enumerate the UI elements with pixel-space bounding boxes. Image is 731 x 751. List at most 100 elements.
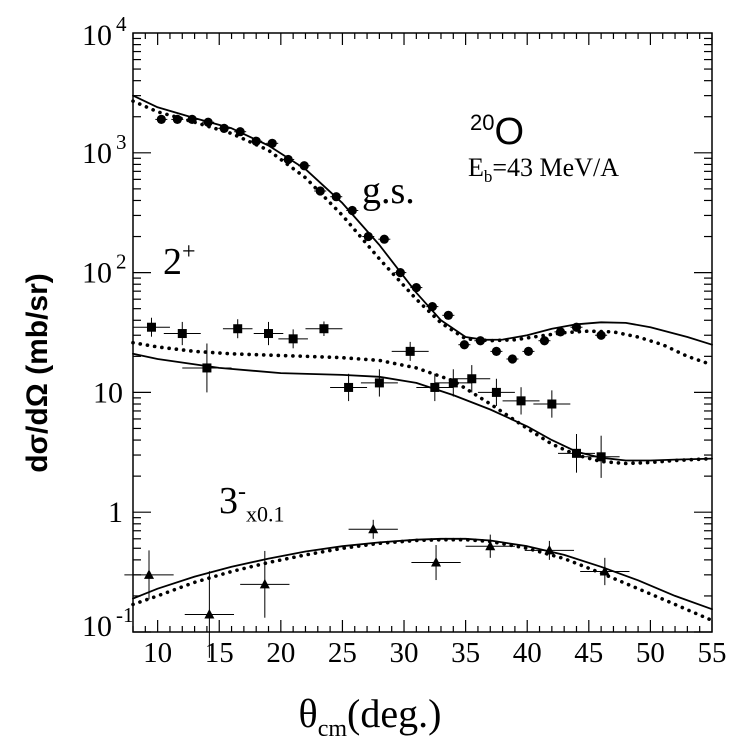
data-point-triangle (599, 565, 610, 576)
y-tick-label: 10 (82, 257, 112, 290)
x-tick-label: 15 (205, 637, 234, 669)
data-point-circle (507, 354, 518, 364)
data-point-circle (555, 327, 566, 337)
data-point-circle (427, 302, 437, 312)
data-point-circle (491, 346, 502, 356)
data-point-triangle (259, 578, 270, 589)
x-tick-label: 30 (390, 637, 419, 669)
data-point-triangle (368, 523, 379, 534)
data-point-square (177, 329, 187, 339)
data-point-square (448, 378, 458, 388)
y-tick-exponent: 3 (116, 130, 127, 154)
dotted-curve (131, 99, 714, 367)
axes-layer (132, 32, 713, 633)
y-tick-label: 10 (93, 376, 123, 409)
data-point-circle (172, 114, 182, 125)
data-point-circle (267, 138, 277, 148)
data-point-circle (475, 336, 485, 346)
nucleus-mass: 20 (470, 110, 495, 135)
x-tick-label: 20 (266, 637, 295, 669)
dotted-curve (131, 537, 714, 623)
two-plus-label: 2+ (163, 240, 196, 281)
data-point-circle (363, 231, 373, 242)
gs-label: g.s. (362, 170, 415, 212)
beam-rest: =43 MeV/A (492, 153, 619, 182)
data-point-circle (411, 282, 421, 293)
x-tick-label: 35 (451, 637, 480, 669)
y-tick-label: 1 (108, 496, 123, 529)
solid-curve (132, 537, 713, 611)
curves-layer (131, 94, 714, 623)
data-point-triangle (204, 608, 215, 619)
data-point-square (491, 387, 501, 397)
x-axis-label-symbol: θ (298, 691, 318, 736)
x-tick-label: 50 (636, 637, 665, 669)
x-tick-label: 25 (328, 637, 357, 669)
data-point-triangle (144, 569, 155, 579)
points-layer (124, 114, 630, 658)
beam-sub: b (483, 167, 493, 187)
data-point-circle (539, 336, 550, 346)
data-point-circle (283, 154, 293, 165)
beam-prefix: E (468, 153, 484, 182)
x-axis-label-unit: (deg.) (347, 691, 442, 736)
data-point-circle (156, 114, 166, 125)
data-point-circle (235, 127, 245, 137)
nucleus-symbol: O (494, 111, 525, 153)
x-tick-label: 40 (513, 637, 542, 669)
y-axis-label: dσ/dΩ (mb/sr) (21, 273, 54, 473)
data-point-square (430, 382, 440, 392)
data-point-square (288, 334, 298, 344)
data-point-triangle (485, 540, 496, 551)
data-point-circle (187, 114, 197, 125)
x-axis-label: θcm(deg.) (190, 692, 550, 751)
data-point-circle (347, 205, 357, 216)
three-minus-base: 3 (219, 480, 238, 522)
data-point-triangle (431, 557, 442, 567)
dotted-curve (131, 340, 714, 466)
data-point-square (233, 324, 243, 334)
data-point-square (374, 378, 384, 388)
solid-curve (132, 352, 713, 462)
data-point-circle (523, 346, 534, 356)
three-minus-sub: x0.1 (246, 501, 285, 527)
x-tick-label: 45 (574, 637, 603, 669)
data-point-square (264, 329, 274, 339)
data-point-square (596, 452, 606, 462)
y-tick-label: 10 (82, 610, 112, 643)
y-tick-exponent: 2 (116, 250, 127, 274)
data-point-triangle (544, 544, 555, 555)
beam-energy-label: Eb=43 MeV/A (468, 153, 619, 187)
data-point-square (202, 363, 212, 373)
data-point-circle (315, 186, 325, 196)
nucleus-label: 20O (470, 110, 525, 153)
data-point-circle (379, 234, 389, 244)
data-point-circle (395, 268, 405, 278)
data-point-square (571, 448, 581, 458)
data-point-circle (459, 340, 469, 350)
y-tick-exponent: -1 (116, 603, 134, 627)
three-minus-label: 3-x0.1 (219, 480, 285, 526)
data-point-circle (299, 161, 309, 171)
data-point-circle (219, 123, 229, 133)
x-axis-label-sub: cm (317, 716, 348, 742)
data-point-square (344, 382, 354, 392)
x-tick-label: 10 (143, 637, 172, 669)
data-point-square (319, 324, 329, 334)
data-point-square (146, 322, 156, 332)
x-tick-label: 55 (698, 637, 727, 669)
data-point-circle (443, 310, 453, 320)
data-point-circle (251, 136, 261, 146)
y-tick-exponent: 4 (116, 12, 127, 36)
plot-frame (132, 32, 713, 633)
data-point-circle (203, 117, 213, 127)
data-point-square (467, 374, 477, 384)
three-minus-sup: - (238, 479, 246, 505)
data-point-circle (331, 192, 341, 202)
two-plus-sup: + (182, 239, 196, 265)
y-tick-label: 10 (82, 19, 112, 52)
data-point-square (405, 346, 415, 356)
data-point-square (547, 399, 557, 409)
